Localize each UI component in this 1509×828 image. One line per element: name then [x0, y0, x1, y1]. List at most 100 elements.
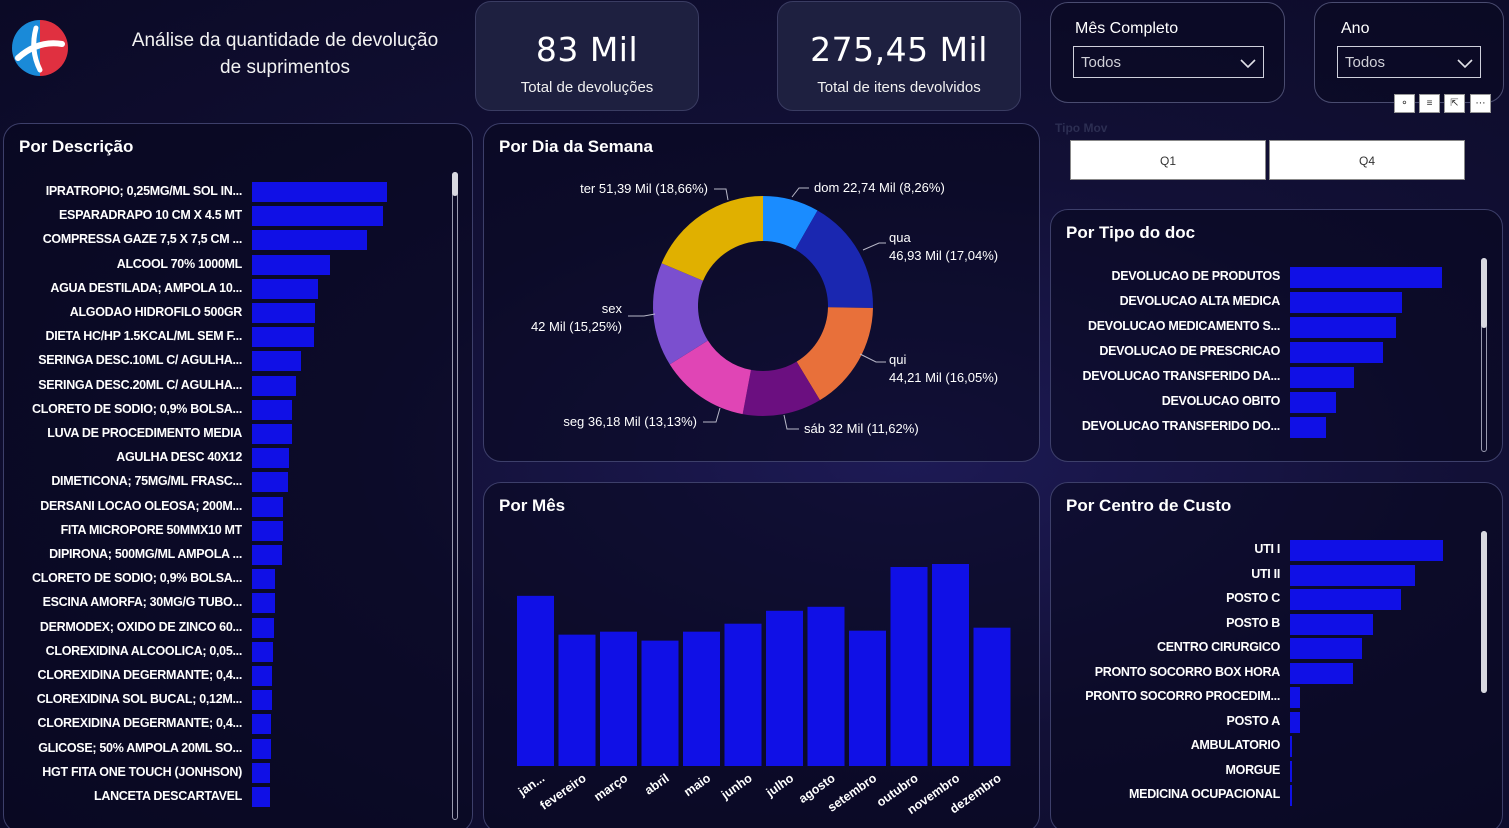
bar[interactable] [252, 520, 283, 541]
month-bar[interactable] [766, 610, 803, 766]
chevron-down-icon [1457, 56, 1473, 73]
bar-label: CLOREXIDINA DEGERMANTE; 0,4... [37, 668, 242, 682]
donut-slice[interactable] [795, 210, 873, 309]
bar[interactable] [1290, 367, 1354, 388]
month-bar[interactable] [683, 631, 720, 766]
bar[interactable] [252, 424, 292, 444]
bar[interactable] [1290, 662, 1353, 684]
bar-label: COMPRESSA GAZE 7,5 X 7,5 CM ... [42, 232, 242, 247]
bar[interactable] [1290, 392, 1336, 413]
tipo-mov-q4-button[interactable]: Q4 [1269, 140, 1465, 180]
bar[interactable] [252, 303, 315, 323]
bar[interactable] [1290, 564, 1415, 586]
month-bar[interactable] [973, 627, 1011, 766]
month-bar[interactable] [641, 640, 679, 766]
descricao-scrollbar-thumb[interactable] [452, 172, 458, 196]
bar[interactable] [252, 206, 383, 227]
bar[interactable] [252, 738, 271, 759]
bar[interactable] [252, 593, 275, 614]
donut-slice[interactable] [669, 340, 751, 415]
tipo-doc-scrollbar-thumb[interactable] [1481, 258, 1487, 328]
bar[interactable] [1290, 417, 1326, 438]
bar[interactable] [252, 351, 301, 372]
month-tick-label: março [591, 771, 630, 804]
bar[interactable] [252, 762, 270, 783]
donut-slice[interactable] [796, 307, 873, 401]
month-bar[interactable] [807, 606, 845, 766]
bar[interactable] [252, 399, 292, 420]
bar-label: IPRATROPIO; 0,25MG/ML SOL IN... [45, 184, 242, 198]
bar[interactable] [252, 787, 270, 807]
month-tick-label: maio [681, 771, 713, 799]
bar[interactable] [1290, 540, 1443, 561]
donut-slice[interactable] [653, 263, 708, 365]
bar[interactable] [1290, 785, 1292, 806]
donut-leader-line [628, 313, 656, 317]
month-bar[interactable] [932, 564, 969, 766]
bar[interactable] [1290, 638, 1362, 659]
donut-leader-line [862, 242, 886, 251]
bar[interactable] [252, 278, 318, 299]
bar-label: DEVOLUCAO OBITO [1161, 394, 1280, 408]
month-bar[interactable] [600, 631, 637, 766]
descricao-scrollbar[interactable] [452, 172, 458, 820]
bar[interactable] [1290, 292, 1402, 313]
bar[interactable] [252, 182, 387, 202]
bar[interactable] [252, 254, 330, 275]
bar[interactable] [252, 496, 283, 517]
bar-label: ALGODAO HIDROFILO 500GR [69, 305, 242, 319]
bar[interactable] [252, 327, 314, 348]
centro-custo-scrollbar-thumb[interactable] [1481, 531, 1487, 693]
bar[interactable] [252, 472, 288, 493]
month-bar[interactable] [890, 566, 928, 766]
panel-title: Por Descrição [19, 137, 134, 156]
bar[interactable] [252, 617, 274, 638]
bar[interactable] [252, 375, 296, 396]
month-bar[interactable] [849, 630, 886, 766]
ano-dropdown[interactable]: Todos [1337, 46, 1481, 78]
bell-icon[interactable]: ⚬ [1394, 94, 1415, 113]
bar[interactable] [252, 545, 282, 565]
bar[interactable] [252, 690, 272, 711]
bar[interactable] [252, 448, 289, 469]
month-bar[interactable] [724, 623, 762, 766]
donut-data-label: seg 36,18 Mil (13,13%) [563, 414, 697, 429]
mes-dropdown[interactable]: Todos [1073, 46, 1264, 78]
more-options-icon[interactable]: ⋯ [1470, 94, 1491, 113]
bar[interactable] [1290, 687, 1300, 708]
month-bar[interactable] [517, 595, 554, 766]
panel-title: Por Dia da Semana [499, 137, 654, 156]
bar-label: CLORETO DE SODIO; 0,9% BOLSA... [32, 571, 242, 586]
page-title: Análise da quantidade de devolução de su… [110, 27, 460, 81]
bar[interactable] [1290, 736, 1292, 757]
bar-label: ESPARADRAPO 10 CM X 4.5 MT [59, 208, 242, 223]
donut-slice[interactable] [661, 196, 763, 281]
bar[interactable] [1290, 317, 1396, 338]
bar[interactable] [1290, 711, 1300, 733]
bar-label: SERINGA DESC.10ML C/ AGULHA... [38, 353, 242, 368]
focus-mode-icon[interactable]: ⇱ [1444, 94, 1465, 113]
kpi-label: Total de itens devolvidos [817, 79, 981, 96]
bar[interactable] [252, 569, 275, 590]
month-tick-label: fevereiro [537, 771, 589, 813]
bar[interactable] [1290, 589, 1401, 610]
tipo-mov-q1-button[interactable]: Q1 [1070, 140, 1266, 180]
filter-icon[interactable]: ≡ [1419, 94, 1440, 113]
bar[interactable] [252, 230, 367, 251]
bar[interactable] [1290, 760, 1292, 782]
bar-label: CLOREXIDINA ALCOOLICA; 0,05... [45, 643, 242, 658]
donut-slice[interactable] [742, 361, 820, 416]
bar[interactable] [1290, 267, 1442, 288]
month-bar[interactable] [558, 634, 596, 766]
bar-label: DERMODEX; OXIDO DE ZINCO 60... [39, 619, 242, 634]
bar[interactable] [1290, 342, 1383, 363]
bar[interactable] [252, 666, 272, 686]
bar-label: CLOREXIDINA SOL BUCAL; 0,12M... [36, 692, 242, 707]
dia-semana-donut-chart [628, 187, 886, 430]
bar[interactable] [1290, 613, 1373, 635]
bar[interactable] [252, 714, 271, 735]
donut-slice[interactable] [763, 196, 818, 250]
bar[interactable] [252, 641, 273, 662]
bar-label: MORGUE [1225, 762, 1280, 777]
month-tick-label: jan... [515, 771, 547, 799]
